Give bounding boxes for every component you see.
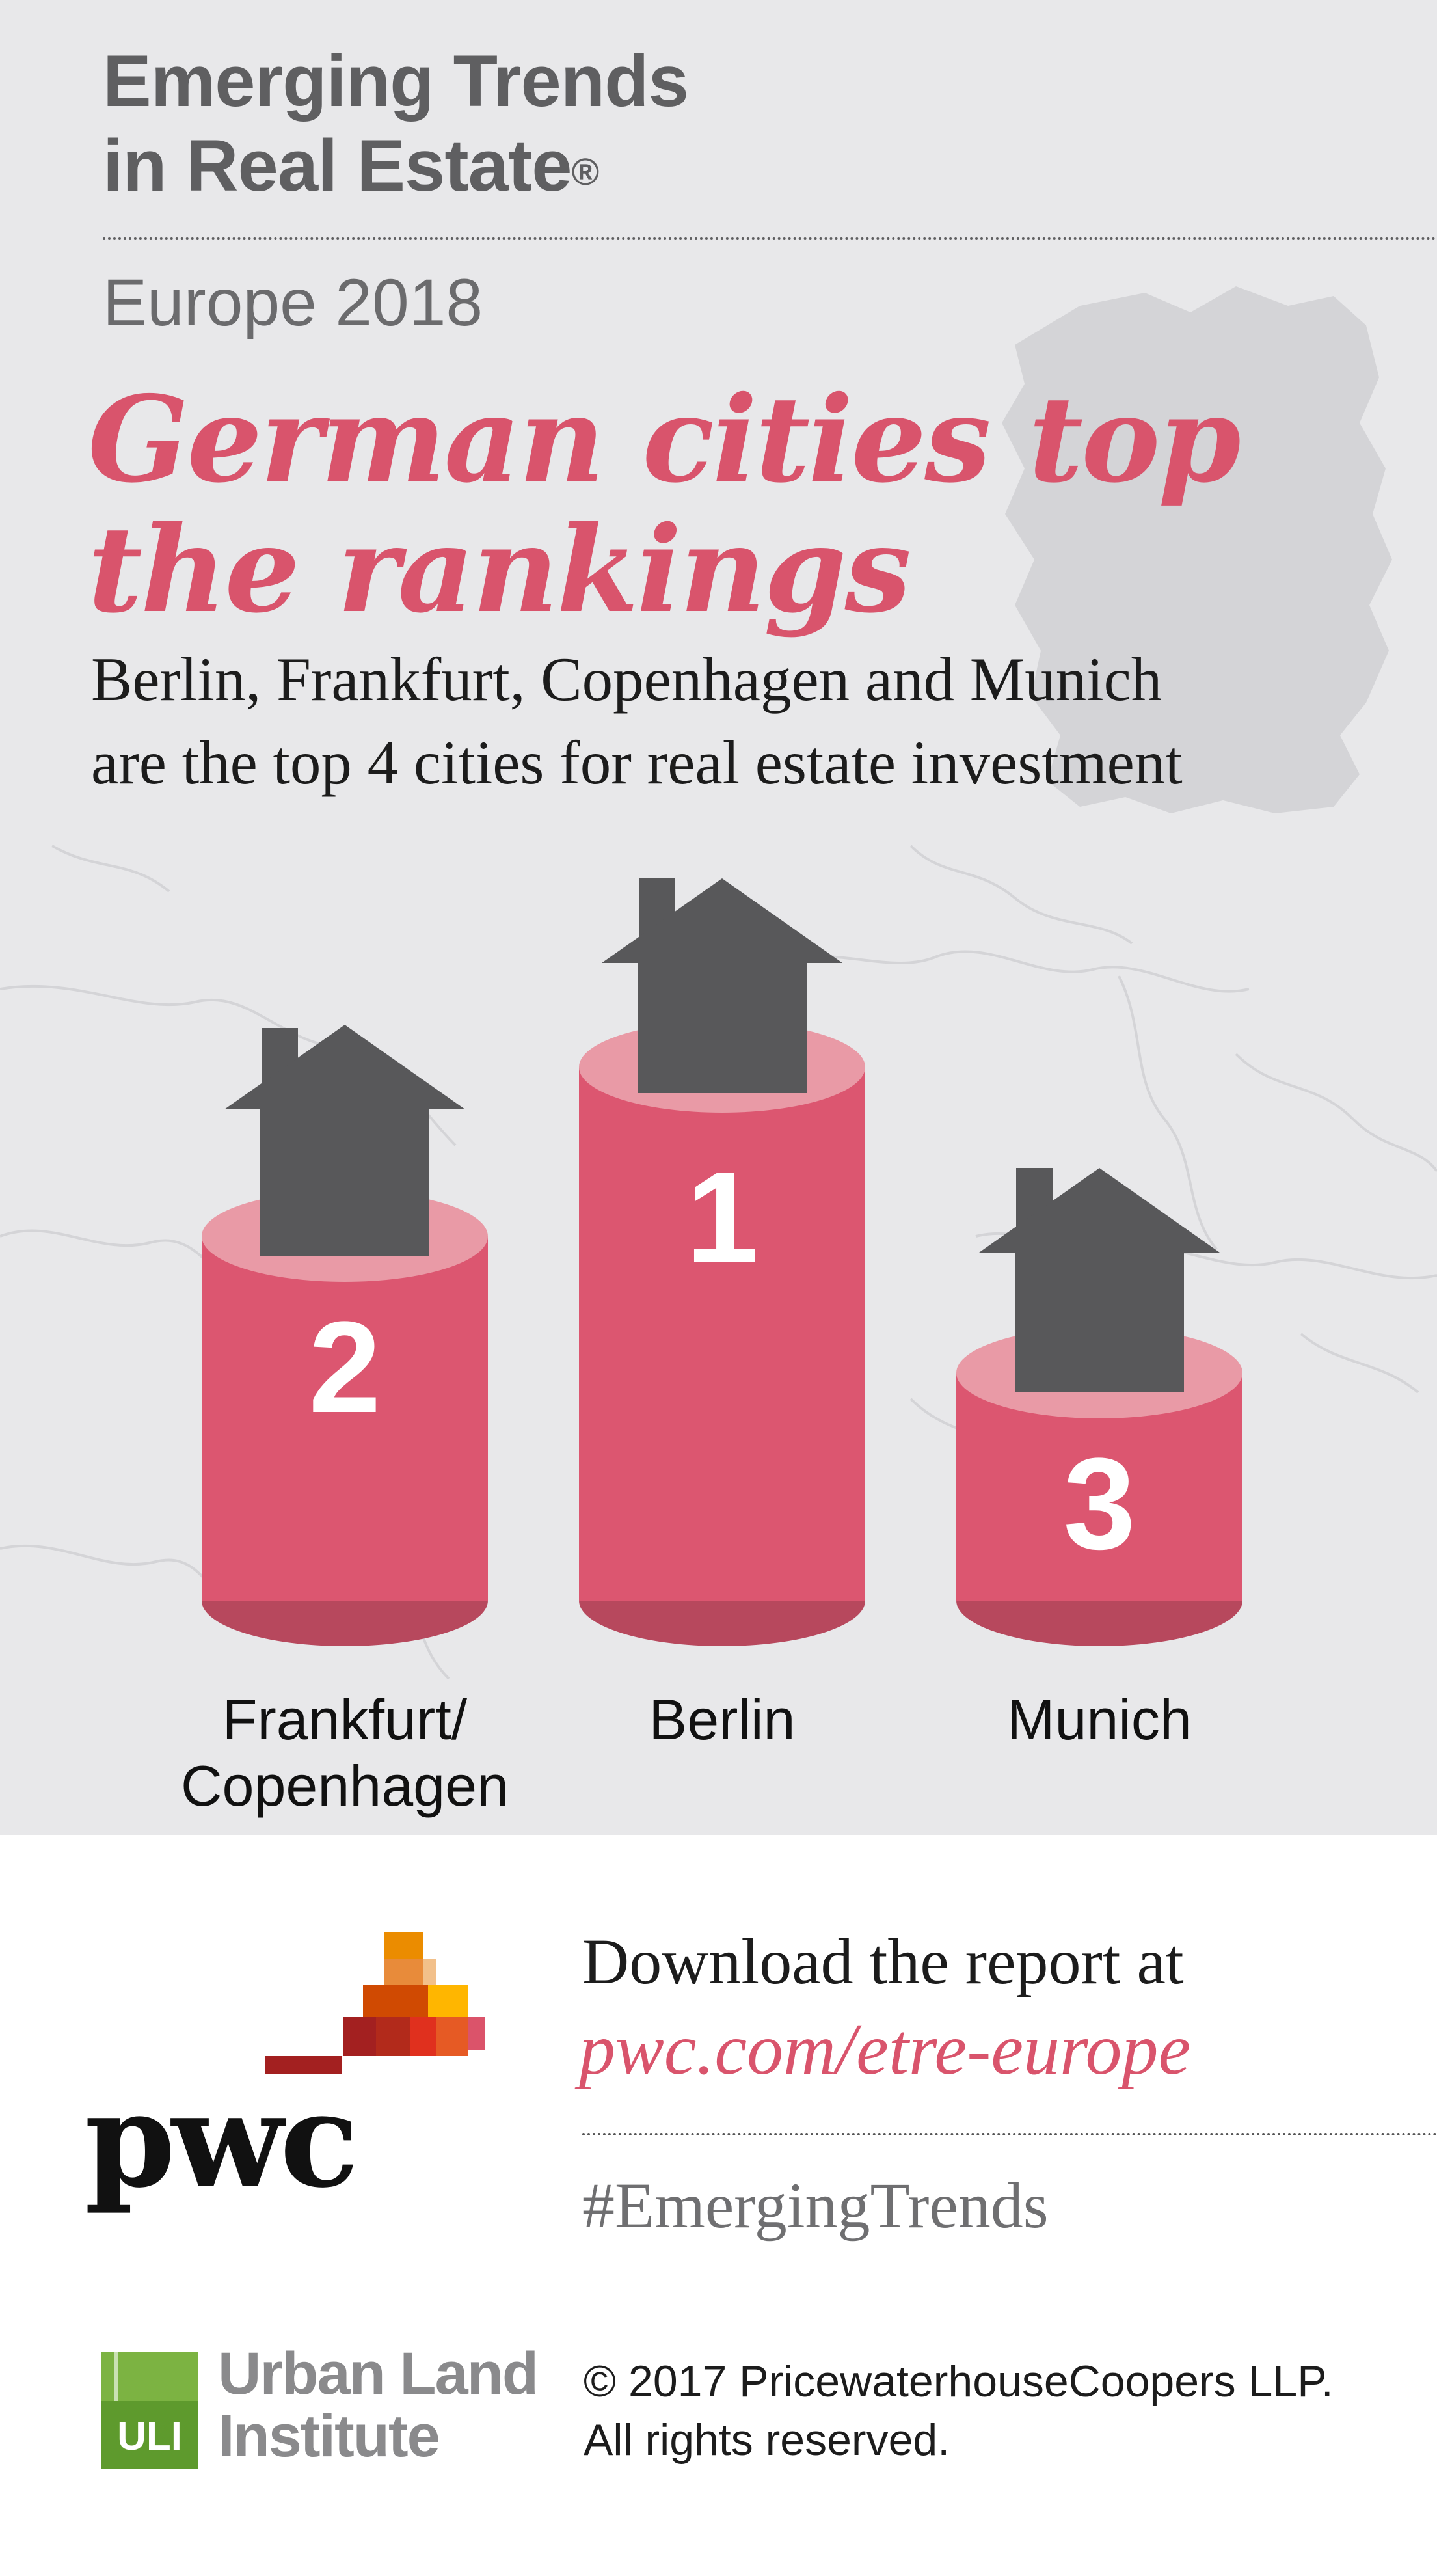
podium-rank-3: 3 xyxy=(956,1168,1242,1646)
house-icon xyxy=(979,1168,1220,1392)
headline: German cities top the rankings xyxy=(88,374,1389,634)
city-label-line1: Munich xyxy=(1007,1687,1192,1752)
footer-divider xyxy=(582,2133,1437,2135)
house-icon xyxy=(224,1025,465,1256)
headline-line1: German cities top xyxy=(88,370,1241,509)
report-title-line2: in Real Estate xyxy=(103,125,572,206)
uli-line1: Urban Land xyxy=(218,2340,539,2407)
city-label-line1: Frankfurt/ xyxy=(222,1687,468,1752)
download-text: Download the report at xyxy=(582,1925,1184,1998)
copyright-line1: © 2017 PricewaterhouseCoopers LLP. xyxy=(584,2357,1334,2406)
cylinder-body xyxy=(202,1236,488,1601)
europe-map-background xyxy=(0,286,1437,1680)
pwc-logo-mark xyxy=(265,1932,485,2074)
rank-number: 3 xyxy=(1063,1431,1135,1577)
report-title-line1: Emerging Trends xyxy=(103,40,689,122)
city-label-line2: Copenhagen xyxy=(180,1754,509,1818)
house-icon xyxy=(602,878,842,1093)
deck-text: Berlin, Frankfurt, Copenhagen and Munich… xyxy=(91,638,1412,804)
header-divider xyxy=(103,237,1436,240)
rank-number: 1 xyxy=(686,1145,758,1290)
report-edition: Europe 2018 xyxy=(103,265,483,340)
uli-line2: Institute xyxy=(218,2403,440,2469)
deck-line1: Berlin, Frankfurt, Copenhagen and Munich xyxy=(91,645,1162,714)
report-title: Emerging Trends in Real Estate® xyxy=(103,39,689,208)
podium-label-rank-1: Berlin xyxy=(507,1687,937,1753)
headline-line2: the rankings xyxy=(88,500,911,639)
registered-mark: ® xyxy=(571,151,600,193)
deck-line2: are the top 4 cities for real estate inv… xyxy=(91,728,1183,797)
podium-label-rank-2: Frankfurt/ Copenhagen xyxy=(130,1687,559,1819)
download-link[interactable]: pwc.com/etre-europe xyxy=(579,2009,1191,2090)
uli-logo-mark: ULI xyxy=(101,2352,198,2469)
hashtag[interactable]: #EmergingTrends xyxy=(582,2169,1049,2242)
cylinder-body xyxy=(579,1067,865,1601)
city-label-line1: Berlin xyxy=(649,1687,796,1752)
podium-rank-1: 1 xyxy=(579,878,865,1646)
uli-mark-text: ULI xyxy=(117,2414,182,2459)
hero-panel: Emerging Trends in Real Estate® Europe 2… xyxy=(0,0,1437,1835)
copyright: © 2017 PricewaterhouseCoopers LLP. All r… xyxy=(584,2352,1334,2469)
copyright-line2: All rights reserved. xyxy=(584,2415,950,2465)
rank-number: 2 xyxy=(308,1295,381,1440)
podium-rank-2: 2 xyxy=(202,1025,488,1646)
pwc-logo-wordmark: pwc xyxy=(85,2064,359,2217)
podium-label-rank-3: Munich xyxy=(885,1687,1314,1753)
uli-logo-text: Urban Land Institute xyxy=(218,2340,539,2469)
